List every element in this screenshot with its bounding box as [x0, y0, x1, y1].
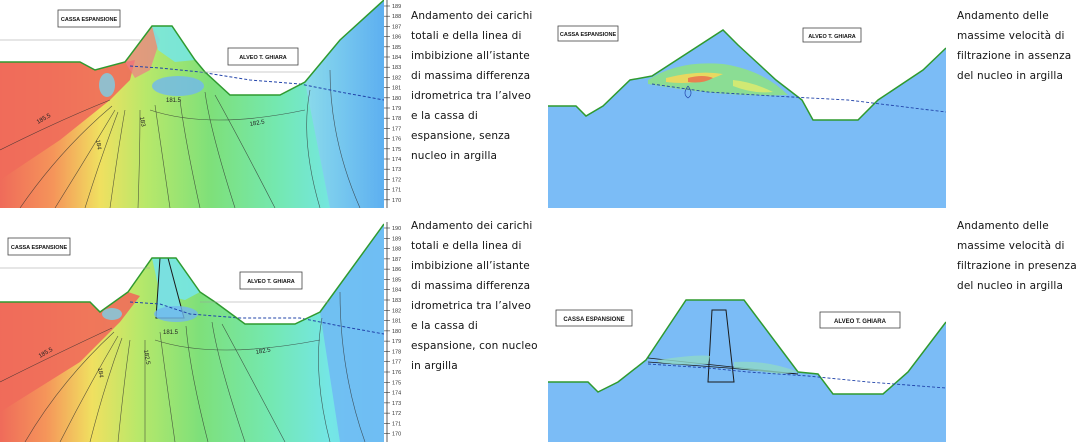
scale-tick-label: 173	[392, 401, 401, 407]
cassa-label-box	[557, 25, 619, 42]
scale-tick-label: 189	[392, 4, 401, 10]
scale-tick-label: 172	[392, 411, 401, 417]
contour-label: 184	[94, 139, 102, 151]
cassa-label-box	[555, 309, 633, 327]
alveo-label: ALVEO T. GHIARA	[247, 279, 295, 285]
elevation-scale: 189 188 187 186 185 184 183 182 181 180 179 178 177 1…	[384, 4, 401, 204]
scale-tick-label: 182	[392, 308, 401, 314]
scale-tick-label: 178	[392, 349, 401, 355]
velocity-with-core-diagram: CASSA ESPANSIONE ALVEO T. GHIARA	[548, 222, 946, 442]
scale-tick-label: 175	[392, 380, 401, 386]
scale-tick-label: 170	[392, 198, 401, 204]
scale-tick-label: 186	[392, 35, 401, 41]
velocity-no-core-diagram: CASSA ESPANSIONE ALVEO T. GHIARA	[548, 0, 946, 208]
scale-tick-label: 178	[392, 116, 401, 122]
elevation-scale: 190 189 188 187 186 185 184 183 182 181 180 179 178 1…	[384, 226, 401, 438]
scale-tick-label: 180	[392, 96, 401, 102]
alveo-label-box	[802, 27, 862, 43]
scale-tick-label: 190	[392, 226, 401, 232]
panel-heads-with-core: CASSA ESPANSIONE ALVEO T. GHIARA 185.5 1…	[0, 222, 404, 442]
panel-velocity-with-core: CASSA ESPANSIONE ALVEO T. GHIARA	[548, 222, 946, 442]
panel-heads-no-core: CASSA ESPANSIONE ALVEO T. GHIARA 185.5 1…	[0, 0, 404, 208]
scale-tick-label: 181	[392, 86, 401, 92]
caption-bottom-right: Andamento delle massime velocità di filt…	[957, 220, 1077, 292]
scale-tick-label: 182	[392, 75, 401, 81]
contour-label: 181.5	[166, 98, 182, 104]
scale-tick-label: 174	[392, 157, 401, 163]
contour-label: 184	[96, 367, 104, 379]
cassa-label: CASSA ESPANSIONE	[61, 17, 118, 23]
caption-bottom-left: Andamento dei carichi totali e della lin…	[411, 220, 538, 372]
scale-tick-label: 171	[392, 188, 401, 194]
cassa-label: CASSA ESPANSIONE	[11, 245, 68, 251]
scale-tick-label: 187	[392, 257, 401, 263]
scale-tick-label: 179	[392, 339, 401, 345]
scale-tick-label: 188	[392, 14, 401, 20]
caption-top-right: Andamento delle massime velocità di filt…	[957, 10, 1072, 82]
scale-tick-label: 176	[392, 370, 401, 376]
heads-with-core-diagram: CASSA ESPANSIONE ALVEO T. GHIARA 185.5 1…	[0, 222, 404, 442]
cassa-label: CASSA ESPANSIONE	[560, 32, 617, 38]
contour-label: 182.5	[249, 119, 265, 128]
scale-tick-label: 179	[392, 106, 401, 112]
scale-tick-label: 177	[392, 126, 401, 132]
scale-tick-label: 171	[392, 421, 401, 427]
scale-tick-label: 175	[392, 147, 401, 153]
cassa-label: CASSA ESPANSIONE	[563, 317, 624, 323]
alveo-label-box	[239, 271, 303, 290]
scale-tick-label: 187	[392, 24, 401, 30]
scale-tick-label: 186	[392, 267, 401, 273]
scale-tick-label: 177	[392, 360, 401, 366]
contour-label: 182.5	[142, 349, 151, 365]
alveo-label: ALVEO T. GHIARA	[834, 319, 887, 325]
alveo-label: ALVEO T. GHIARA	[239, 55, 287, 61]
heads-no-core-diagram: CASSA ESPANSIONE ALVEO T. GHIARA 185.5 1…	[0, 0, 404, 208]
scale-tick-label: 184	[392, 288, 401, 294]
scale-tick-label: 172	[392, 177, 401, 183]
contour-label: 183	[138, 116, 146, 128]
contour-label: 181.5	[163, 330, 179, 336]
scale-tick-label: 174	[392, 391, 401, 397]
alveo-label-box	[227, 47, 299, 66]
scale-tick-label: 189	[392, 236, 401, 242]
alveo-label-box	[819, 311, 901, 329]
contour-label: 182.5	[255, 347, 271, 356]
cassa-label-box	[57, 9, 121, 28]
scale-tick-label: 183	[392, 65, 401, 71]
scale-tick-label: 188	[392, 247, 401, 253]
scale-tick-label: 183	[392, 298, 401, 304]
scale-tick-label: 173	[392, 167, 401, 173]
scale-tick-label: 176	[392, 137, 401, 143]
scale-tick-label: 184	[392, 55, 401, 61]
scale-tick-label: 170	[392, 432, 401, 438]
panel-velocity-no-core: CASSA ESPANSIONE ALVEO T. GHIARA	[548, 0, 946, 208]
scale-tick-label: 185	[392, 45, 401, 51]
scale-tick-label: 181	[392, 319, 401, 325]
cassa-label-box	[7, 237, 71, 256]
alveo-label: ALVEO T. GHIARA	[808, 34, 856, 40]
caption-top-left: Andamento dei carichi totali e della lin…	[411, 10, 533, 162]
scale-tick-label: 180	[392, 329, 401, 335]
scale-tick-label: 185	[392, 277, 401, 283]
